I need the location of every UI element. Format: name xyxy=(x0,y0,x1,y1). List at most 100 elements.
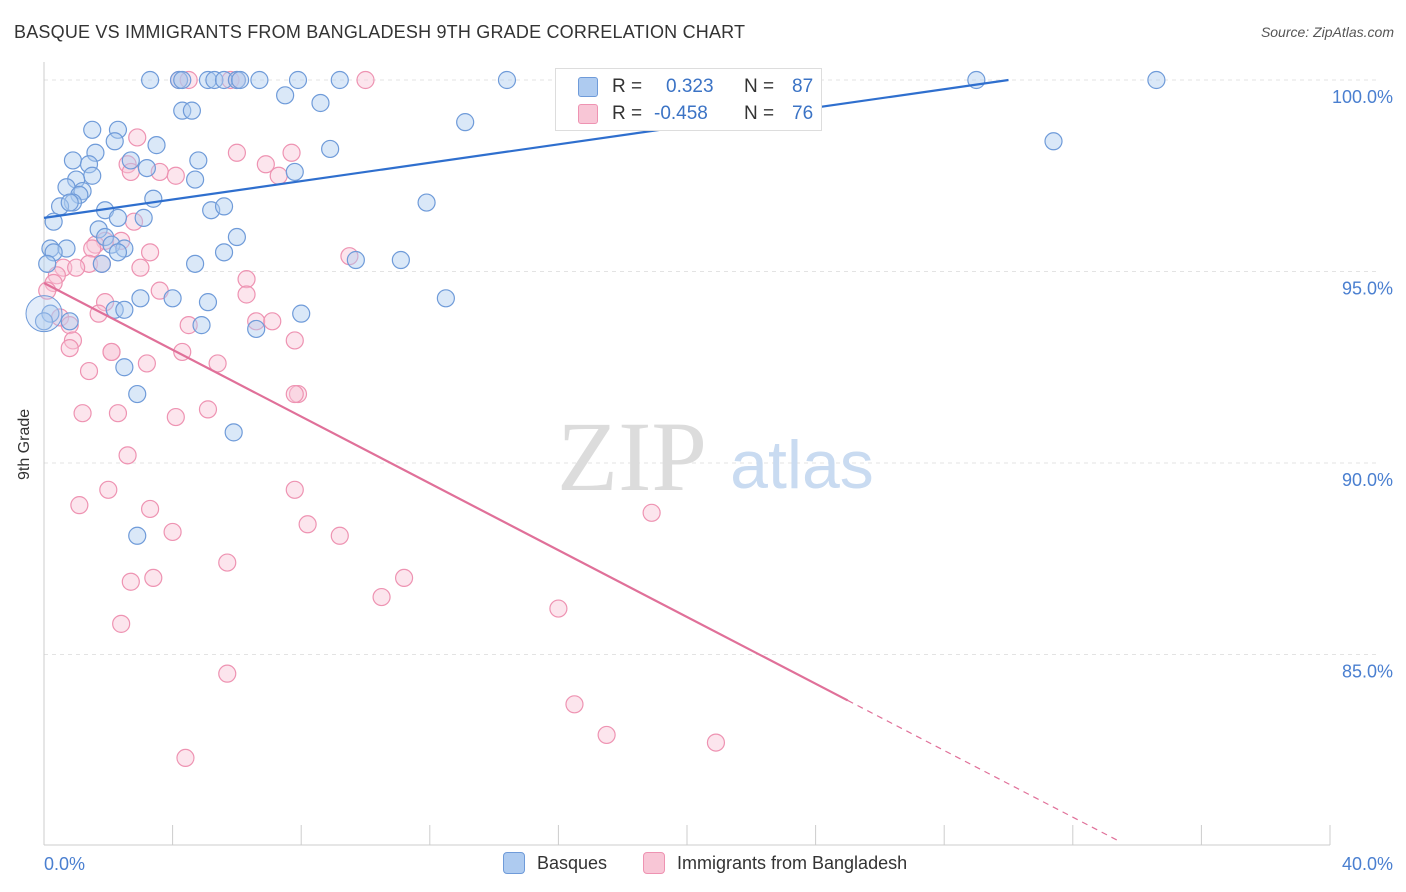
data-point-basques xyxy=(285,162,304,182)
data-point-basques xyxy=(182,101,201,120)
data-point-basques xyxy=(292,304,311,323)
data-point-basques xyxy=(115,300,134,319)
data-point-bangladesh xyxy=(227,143,246,162)
data-point-basques xyxy=(346,250,365,270)
data-point-basques xyxy=(44,243,63,262)
data-point-bangladesh xyxy=(140,499,160,519)
data-point-basques xyxy=(128,384,147,404)
legend-label-basques: Basques xyxy=(537,852,608,873)
r-value: 0.323 xyxy=(666,76,714,97)
data-point-bangladesh xyxy=(285,384,304,404)
n-label: N = xyxy=(744,76,775,97)
data-point-basques xyxy=(92,254,111,273)
watermark-atlas: atlas xyxy=(730,427,874,503)
data-point-basques xyxy=(311,93,330,113)
r-value: -0.458 xyxy=(654,103,708,124)
data-point-bangladesh xyxy=(330,526,349,545)
data-point-bangladesh xyxy=(285,331,304,350)
data-point-basques xyxy=(105,132,124,151)
data-point-basques xyxy=(83,120,102,139)
data-point-bangladesh xyxy=(144,568,163,588)
data-point-basques xyxy=(247,319,266,339)
data-point-basques xyxy=(147,136,166,155)
n-label: N = xyxy=(744,103,775,124)
legend-row-basques: R = 0.323 N = 87 xyxy=(578,76,813,98)
data-point-basques xyxy=(391,250,410,270)
legend-swatch-blue xyxy=(578,77,598,97)
data-point-bangladesh xyxy=(176,748,195,768)
data-point-bangladesh xyxy=(221,70,240,90)
data-point-bangladesh xyxy=(118,446,137,465)
n-value: 76 xyxy=(792,103,814,124)
data-point-bangladesh xyxy=(166,407,185,427)
data-point-basques xyxy=(108,243,128,262)
data-point-basques xyxy=(321,139,340,159)
data-point-bangladesh xyxy=(70,496,89,515)
data-point-basques xyxy=(67,170,86,189)
data-point-bangladesh xyxy=(83,239,102,258)
data-point-bangladesh xyxy=(282,143,301,162)
data-point-basques xyxy=(140,70,160,90)
data-point-bangladesh xyxy=(131,258,150,277)
data-point-basques xyxy=(186,254,205,273)
data-point-basques xyxy=(79,155,99,174)
data-point-basques xyxy=(173,101,192,120)
data-point-bangladesh xyxy=(237,285,256,304)
data-point-bangladesh xyxy=(60,339,79,358)
legend-swatch-blue xyxy=(503,852,525,874)
legend-item-bangladesh: Immigrants from Bangladesh xyxy=(643,852,907,874)
data-point-basques xyxy=(497,70,517,90)
watermark-zip: ZIP xyxy=(557,401,707,512)
r-label: R = xyxy=(612,76,643,97)
data-point-basques xyxy=(214,197,234,216)
data-point-basques xyxy=(1147,70,1166,90)
chart-title: BASQUE VS IMMIGRANTS FROM BANGLADESH 9TH… xyxy=(14,22,746,42)
data-point-bangladesh xyxy=(73,404,92,423)
data-point-basques xyxy=(63,151,83,170)
data-point-basques xyxy=(417,193,436,212)
data-point-bangladesh xyxy=(108,404,128,423)
data-point-bangladesh xyxy=(394,568,414,588)
data-point-basques xyxy=(25,295,63,333)
trend-line-basques xyxy=(43,78,1009,219)
y-tick-label: 90.0% xyxy=(1342,470,1393,490)
data-point-basques xyxy=(227,227,246,247)
data-point-basques xyxy=(456,113,475,132)
data-point-basques xyxy=(288,70,308,90)
data-point-basques xyxy=(189,151,208,170)
data-point-bangladesh xyxy=(79,361,99,381)
data-point-bangladesh xyxy=(179,316,198,335)
data-point-basques xyxy=(192,316,211,335)
data-point-bangladesh xyxy=(356,70,375,90)
trend-line-bangladesh xyxy=(43,282,849,702)
data-point-bangladesh xyxy=(128,128,147,147)
series-bangladesh-points xyxy=(38,70,726,768)
data-point-bangladesh xyxy=(60,316,79,335)
x-tick-label: 0.0% xyxy=(44,854,85,874)
data-point-basques xyxy=(224,423,243,442)
y-tick-label: 95.0% xyxy=(1342,279,1393,299)
data-point-basques xyxy=(134,208,153,227)
data-point-basques xyxy=(173,70,192,90)
data-point-basques xyxy=(115,358,134,377)
n-value: 87 xyxy=(792,76,814,97)
correlation-legend: R = 0.323 N = 87 R = -0.458 N = 76 xyxy=(555,68,822,131)
data-point-bangladesh xyxy=(166,166,185,185)
data-point-bangladesh xyxy=(269,166,288,185)
data-point-bangladesh xyxy=(99,480,118,499)
data-point-bangladesh xyxy=(372,587,391,607)
legend-swatch-pink xyxy=(643,852,665,874)
data-point-bangladesh xyxy=(218,664,237,683)
data-point-basques xyxy=(144,189,163,208)
data-point-basques xyxy=(131,289,150,308)
data-point-bangladesh xyxy=(112,614,131,633)
data-point-bangladesh xyxy=(163,522,182,542)
data-point-bangladesh xyxy=(706,733,726,752)
data-point-basques xyxy=(34,312,54,331)
data-point-basques xyxy=(205,70,224,90)
legend-row-bangladesh: R = -0.458 N = 76 xyxy=(578,103,813,125)
data-point-basques xyxy=(128,526,147,545)
legend-swatch-pink xyxy=(578,104,598,124)
data-point-bangladesh xyxy=(237,270,256,289)
